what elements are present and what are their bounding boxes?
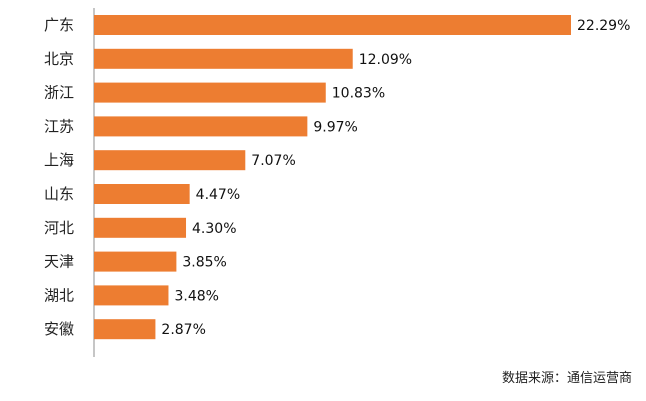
data-label: 2.87% [161,322,205,338]
data-label: 4.47% [196,187,240,203]
category-label: 天津 [44,253,74,271]
category-label: 河北 [44,219,74,237]
bar [94,217,187,238]
data-label: 3.85% [182,255,226,271]
bar [94,285,169,306]
category-label: 湖北 [44,286,74,304]
category-label: 浙江 [44,84,74,102]
data-label: 22.29% [577,18,630,34]
data-label: 3.48% [174,288,218,304]
category-label: 广东 [44,16,74,34]
bar [94,251,177,272]
category-label: 北京 [44,50,74,68]
source-note: 数据来源：通信运营商 [501,371,632,386]
bar [94,82,326,103]
data-label: 7.07% [251,153,295,169]
category-label: 江苏 [44,117,74,135]
bar [94,116,308,137]
bar [94,48,353,69]
data-label: 10.83% [332,86,385,102]
category-label: 安徽 [44,320,74,338]
bar [94,184,190,204]
data-label: 9.97% [313,119,357,135]
bar [94,319,156,340]
data-label: 4.30% [192,221,236,237]
category-label: 山东 [44,185,74,203]
bar [94,150,246,171]
bar [94,15,571,35]
data-label: 12.09% [359,52,412,68]
category-label: 上海 [44,151,74,169]
